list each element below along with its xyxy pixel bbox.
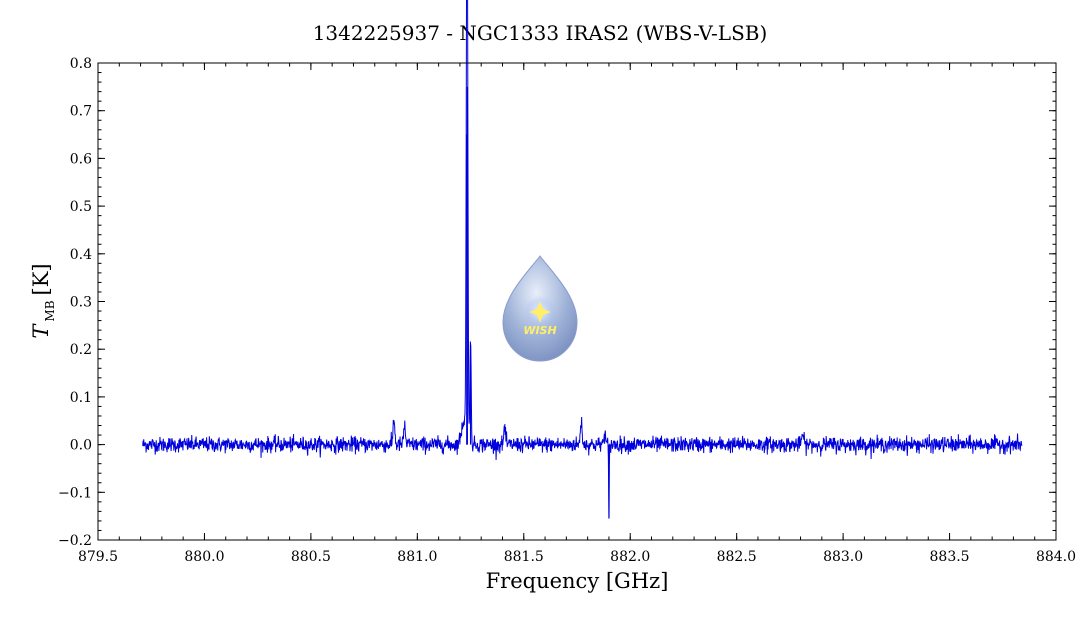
- y-axis-subscript: MB: [43, 300, 57, 321]
- y-tick-label: 0.6: [70, 151, 92, 167]
- y-tick-label: 0.8: [70, 56, 92, 72]
- y-tick-label: 0.3: [70, 295, 92, 311]
- star-icon: [529, 301, 551, 323]
- y-axis-label-text: T MB [K]: [29, 263, 57, 338]
- x-tick-label: 884.0: [1036, 549, 1076, 565]
- wish-logo: WISH: [502, 255, 578, 362]
- x-tick-label: 880.5: [291, 549, 331, 565]
- spectrum-line: [142, 0, 1023, 519]
- x-tick-label: 882.5: [717, 549, 757, 565]
- x-tick-label: 880.0: [184, 549, 224, 565]
- x-tick-label: 882.0: [610, 549, 650, 565]
- spectrum-series: [142, 0, 1023, 519]
- y-tick-label: −0.2: [58, 533, 92, 549]
- x-tick-label: 881.5: [504, 549, 544, 565]
- logo-text: WISH: [523, 324, 556, 337]
- y-tick-label: 0.0: [70, 438, 92, 454]
- y-tick-label: 0.7: [70, 104, 92, 120]
- plot-frame: [97, 62, 1057, 541]
- x-axis-label: Frequency [GHz]: [486, 569, 669, 593]
- y-axis-label: T MB [K]: [29, 263, 57, 338]
- chart-title: 1342225937 - NGC1333 IRAS2 (WBS-V-LSB): [313, 21, 768, 45]
- x-tick-label: 883.5: [930, 549, 970, 565]
- x-tick-label: 881.0: [397, 549, 437, 565]
- y-axis-unit: [K]: [29, 263, 53, 295]
- y-tick-label: 0.2: [70, 342, 92, 358]
- x-tick-label: 879.5: [78, 549, 118, 565]
- y-tick-label: −0.1: [58, 485, 92, 501]
- axis-ticks: 879.5 880.0 880.5 881.0 881.5 882.0 882.5 883.0…: [58, 56, 1076, 565]
- y-tick-label: 0.4: [70, 247, 92, 263]
- y-tick-label: 0.1: [70, 390, 92, 406]
- y-axis-symbol: T: [29, 323, 53, 339]
- y-tick-label: 0.5: [70, 199, 92, 215]
- x-tick-label: 883.0: [823, 549, 863, 565]
